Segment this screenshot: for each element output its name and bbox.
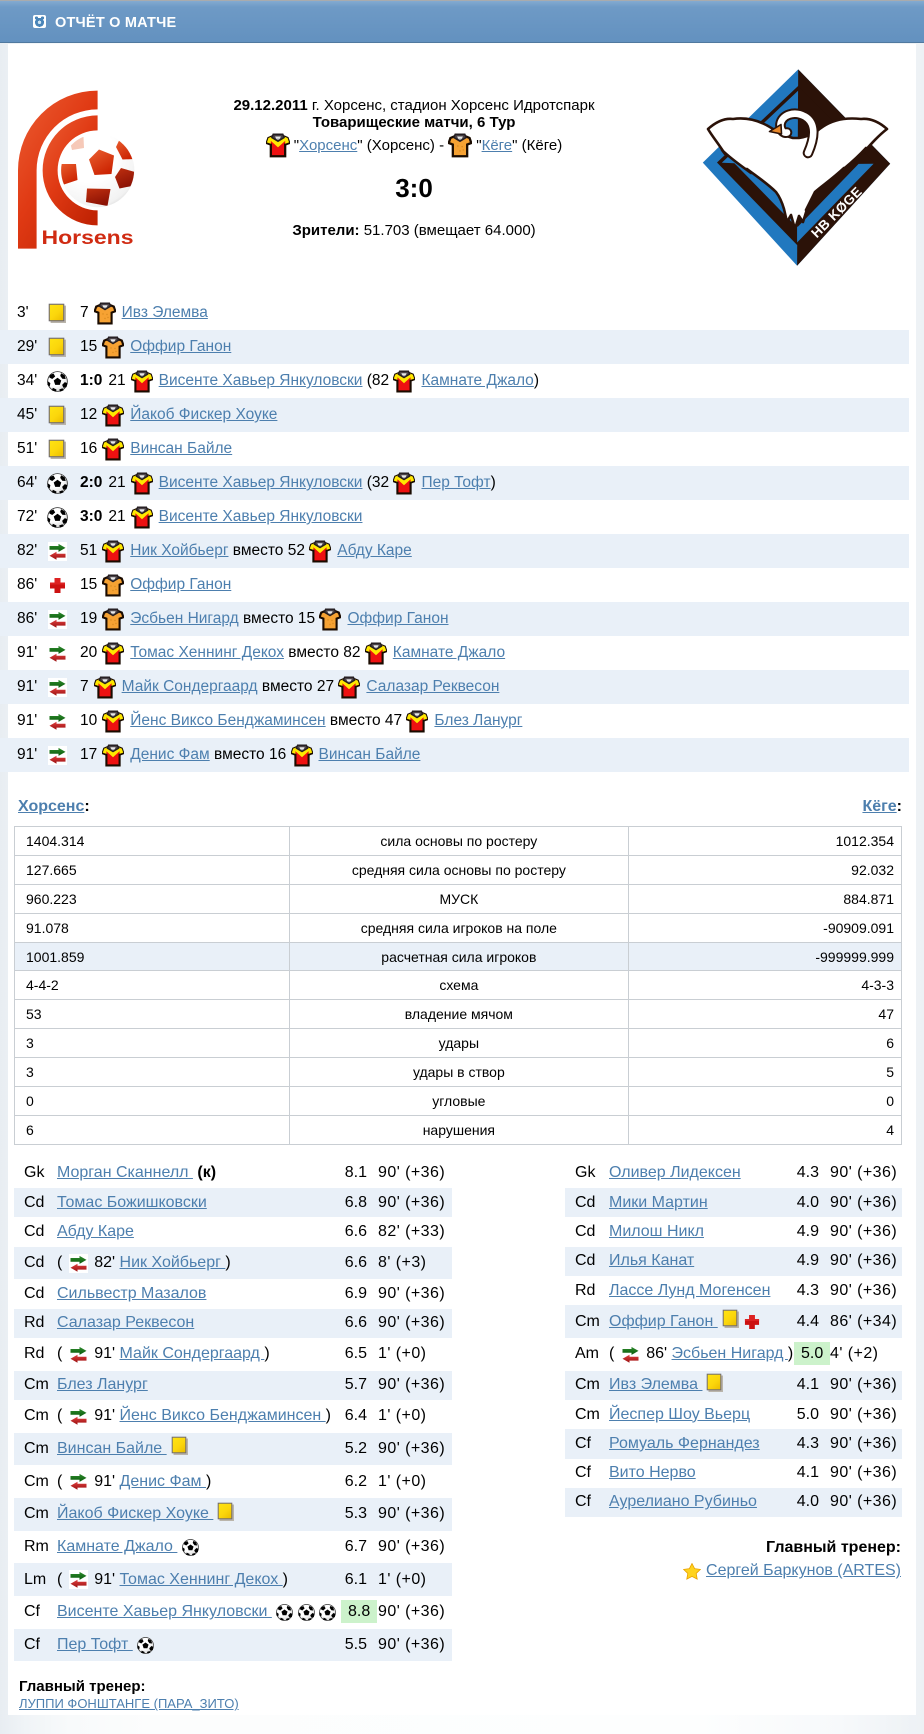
svg-text:Horsens: Horsens bbox=[42, 227, 134, 249]
